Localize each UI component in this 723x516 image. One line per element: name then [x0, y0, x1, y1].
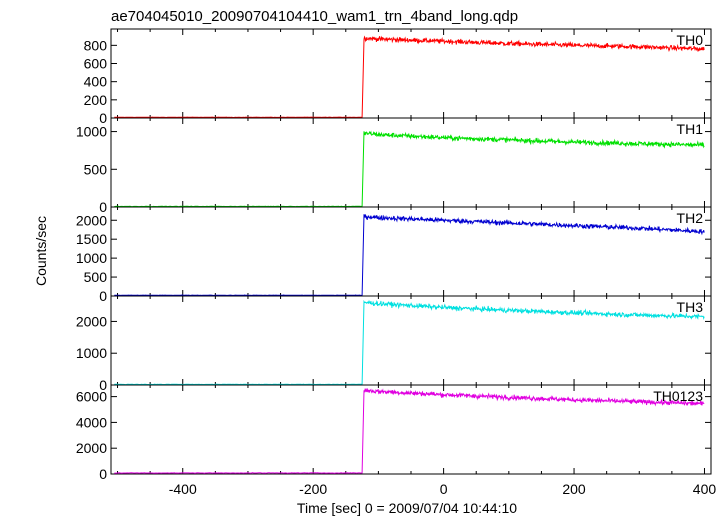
series-line-th2	[114, 214, 705, 297]
series-line-th0	[114, 35, 705, 119]
panel-th0123: 0 2000 4000 6000 TH0123	[76, 384, 712, 482]
y-tick-label: 1000	[76, 250, 107, 266]
y-tick-label: 600	[84, 56, 108, 72]
y-tick-label: 0	[99, 110, 107, 126]
y-tick-label: 2000	[76, 212, 107, 228]
y-tick-label: 0	[99, 377, 107, 393]
panel-label: TH2	[677, 210, 704, 226]
series-line-th1	[114, 130, 705, 208]
y-tick-label: 1000	[76, 124, 107, 140]
y-tick-label: 0	[99, 288, 107, 304]
y-tick-label: 1500	[76, 231, 107, 247]
panel-frame	[110, 384, 712, 475]
panel-th0: 0 200 400 600 800 TH0	[84, 28, 712, 126]
x-tick-label: -200	[299, 481, 327, 497]
panel-frame	[110, 117, 712, 208]
x-tick-label: 400	[693, 481, 717, 497]
y-tick-label: 800	[84, 37, 108, 53]
x-tick-label: -400	[169, 481, 197, 497]
panel-frame	[110, 206, 712, 297]
panel-frame	[110, 295, 712, 386]
y-tick-label: 1000	[76, 345, 107, 361]
chart-title: ae704045010_20090704104410_wam1_trn_4ban…	[111, 8, 518, 25]
y-tick-label: 2000	[76, 313, 107, 329]
y-tick-label: 200	[84, 92, 108, 108]
panel-label: TH1	[677, 121, 704, 137]
y-tick-label: 6000	[76, 389, 107, 405]
y-axis-label: Counts/sec	[33, 216, 49, 286]
y-tick-label: 500	[84, 269, 108, 285]
y-tick-label: 0	[99, 466, 107, 482]
panel-th3: 0 1000 2000 TH3	[76, 295, 712, 393]
series-line-th0123	[114, 387, 705, 474]
panel-th1: 0 500 1000 TH1	[76, 117, 712, 215]
y-tick-label: 0	[99, 199, 107, 215]
y-tick-label: 400	[84, 74, 108, 90]
y-tick-label: 4000	[76, 414, 107, 430]
series-line-th3	[114, 299, 705, 386]
x-tick-label: 200	[562, 481, 586, 497]
y-tick-label: 500	[84, 161, 108, 177]
panel-label: TH0123	[653, 388, 703, 404]
panels-group: 0 200 400 600 800 TH0 0 500 1000 TH1 0 500 1000 1500 2…	[76, 28, 717, 497]
x-tick-label: 0	[440, 481, 448, 497]
x-axis-label: Time [sec] 0 = 2009/07/04 10:44:10	[297, 500, 517, 516]
panel-th2: 0 500 1000 1500 2000 TH2	[76, 206, 712, 304]
panel-label: TH3	[677, 299, 704, 315]
panel-frame	[110, 28, 712, 119]
y-tick-label: 2000	[76, 440, 107, 456]
panel-label: TH0	[677, 32, 704, 48]
